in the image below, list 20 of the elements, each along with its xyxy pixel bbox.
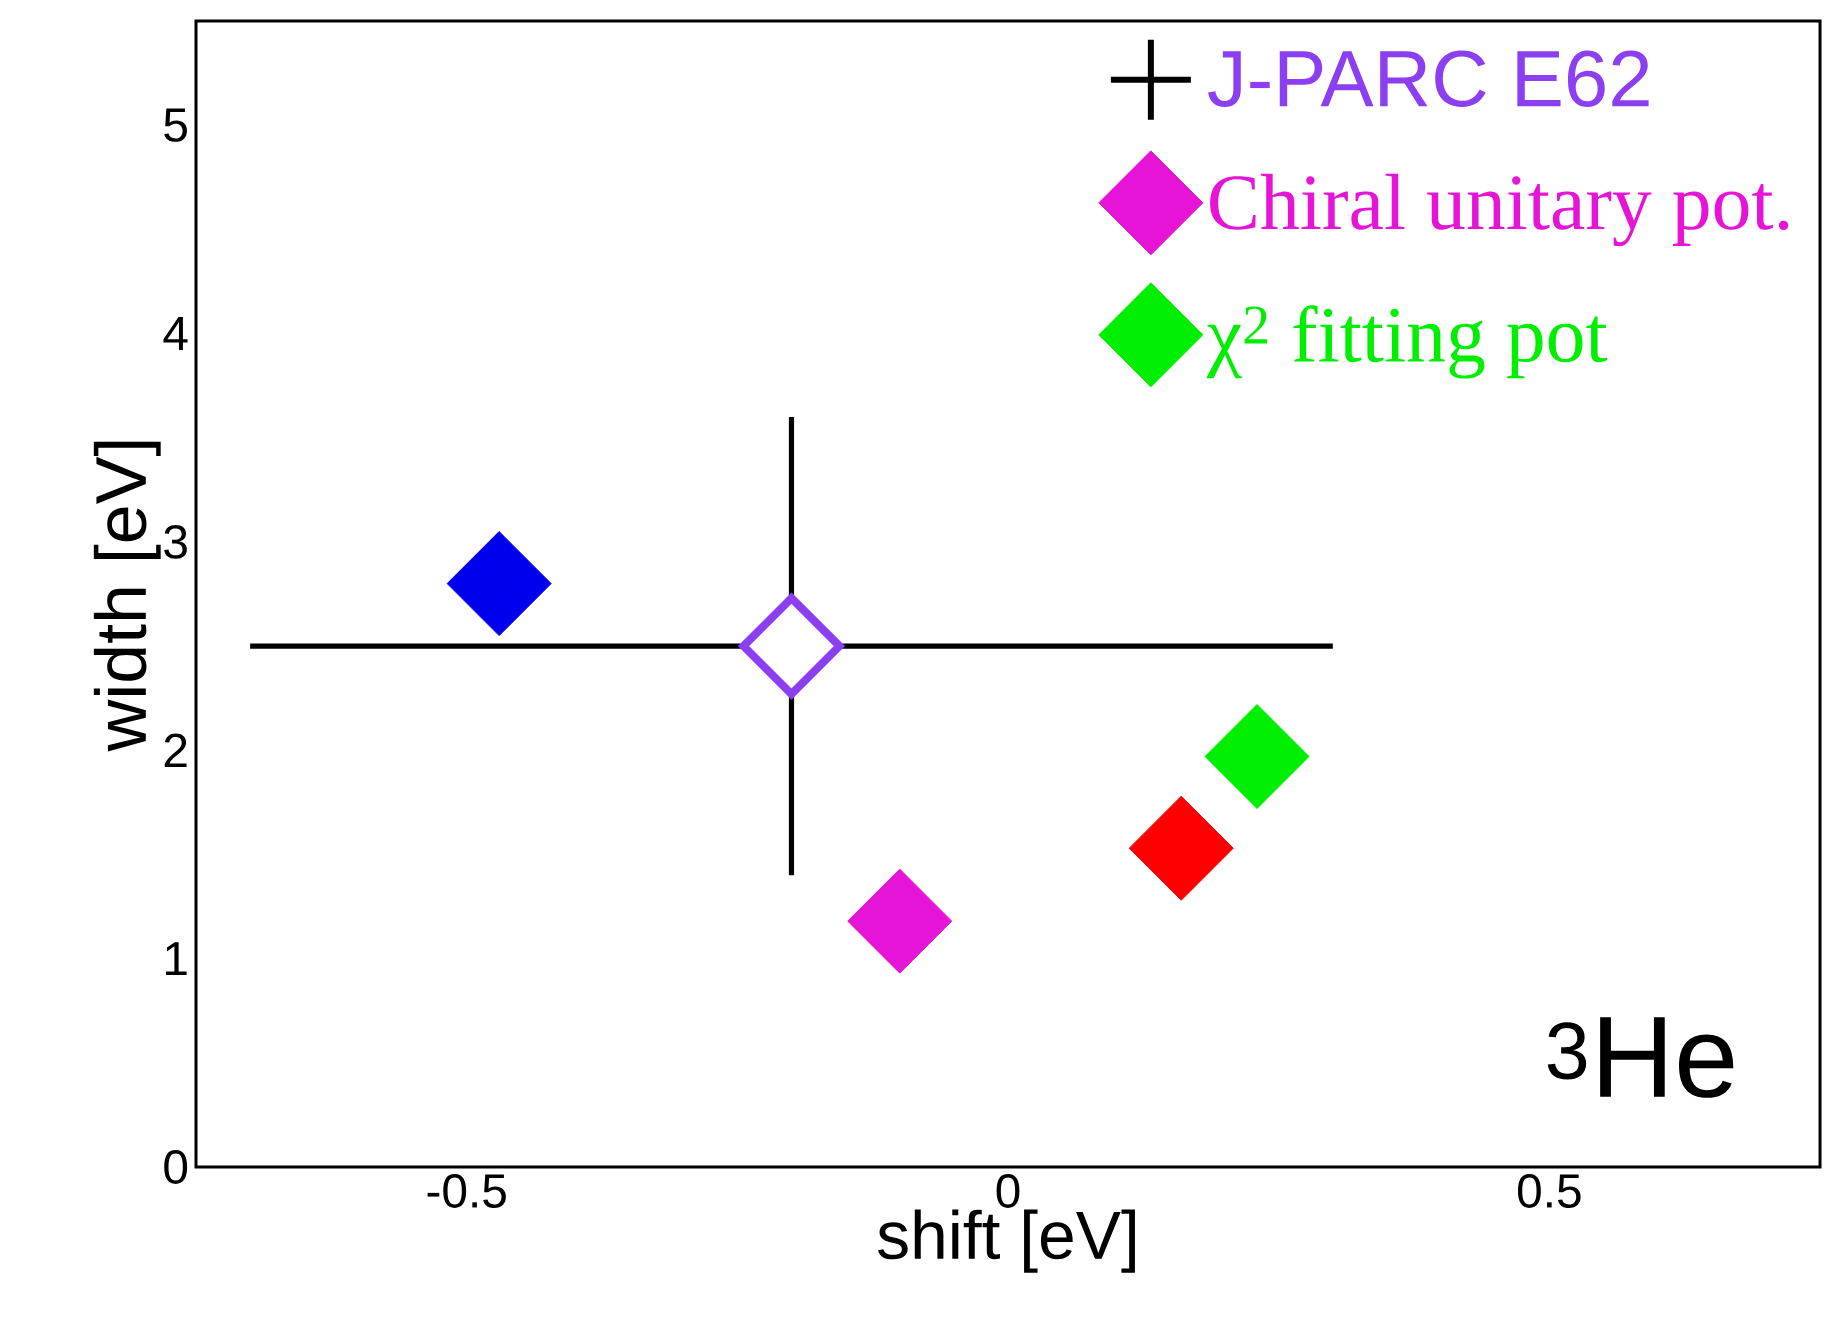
x-axis-title: shift [eV] [878, 1209, 1135, 1273]
y-tick-label: 1 [166, 942, 187, 976]
x-tick-label: -0.5 [427, 1174, 506, 1208]
point [1128, 795, 1234, 901]
y-tick-label: 2 [164, 733, 187, 767]
x-tick-label: 0.5 [1517, 1174, 1581, 1208]
point [446, 531, 552, 637]
legend-label: χ$^{2}$ fitting pot [1206, 305, 1608, 379]
point [847, 868, 953, 974]
y-tick-label: 4 [163, 317, 188, 350]
annotation: $^{3}$He [1547, 1017, 1734, 1098]
y-tick-label: 5 [164, 108, 187, 142]
point [739, 594, 844, 699]
y-axis-title: width [eV] [93, 441, 161, 752]
point [1204, 704, 1310, 810]
legend-label: Chiral unitary pot. [1210, 173, 1789, 247]
x-tick-label: 0 [996, 1174, 1020, 1208]
text: J-PARC E62 [1208, 50, 1649, 107]
y-tick-label: 3 [164, 524, 187, 559]
y-tick-label: 0 [164, 1150, 188, 1184]
